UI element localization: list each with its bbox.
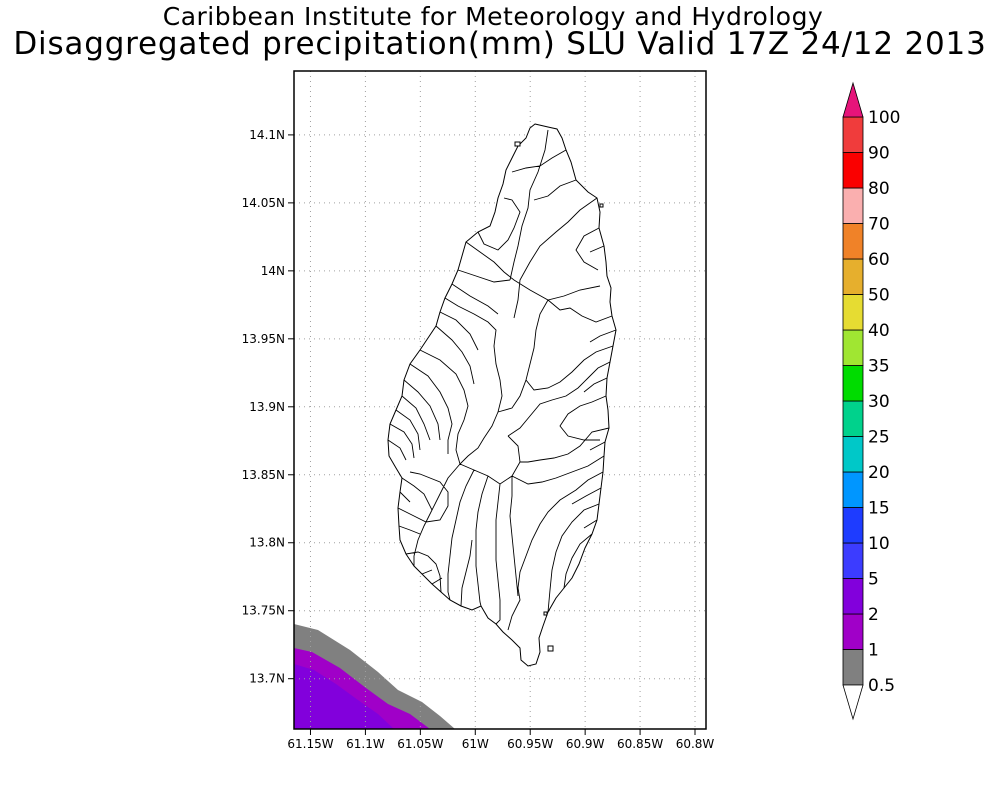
islet [543, 611, 548, 616]
colorbar-box [842, 365, 864, 402]
colorbar-label: 90 [868, 144, 890, 164]
islet [514, 141, 521, 147]
colorbar-label: 40 [868, 321, 890, 341]
colorbar-label: 15 [868, 499, 890, 519]
colorbar-box [842, 400, 864, 437]
colorbar-label: 70 [868, 215, 890, 235]
colorbar-over-triangle [842, 81, 864, 118]
lon-tick-label: 60.95W [507, 737, 553, 751]
colorbar-label: 100 [868, 108, 900, 128]
lat-tick-label: 13.8N [249, 536, 285, 550]
lat-tick-label: 13.95N [242, 332, 285, 346]
lat-tick-label: 13.7N [249, 672, 285, 686]
colorbar-label: 0.5 [868, 676, 895, 696]
islet [599, 203, 604, 208]
colorbar-label: 20 [868, 463, 890, 483]
colorbar-label: 30 [868, 392, 890, 412]
lon-tick-label: 61.05W [397, 737, 443, 751]
colorbar-label: 10 [868, 534, 890, 554]
colorbar-label: 80 [868, 179, 890, 199]
title-institute: Caribbean Institute for Meteorology and … [162, 2, 824, 31]
map-frame [293, 70, 707, 730]
colorbar-box [842, 294, 864, 331]
colorbar-label: 5 [868, 570, 879, 590]
colorbar-box [842, 152, 864, 189]
islet [547, 645, 554, 652]
colorbar-label: 25 [868, 428, 890, 448]
colorbar-box [842, 187, 864, 224]
longitude-axis: 61.15W 61.1W 61.05W 61W 60.95W 60.9W 60.85W 60.… [287, 729, 714, 751]
lat-tick-label: 13.9N [249, 400, 285, 414]
lon-tick-label: 61.1W [346, 737, 385, 751]
colorbar-box [842, 329, 864, 366]
colorbar-label: 2 [868, 605, 879, 625]
colorbar-label: 60 [868, 250, 890, 270]
colorbar-label: 50 [868, 286, 890, 306]
title-product: Disaggregated precipitation(mm) SLU Vali… [13, 26, 987, 62]
lat-tick-label: 13.75N [242, 604, 285, 618]
colorbar-box [842, 578, 864, 615]
colorbar-box [842, 542, 864, 579]
lat-tick-label: 13.85N [242, 468, 285, 482]
lon-tick-label: 61W [462, 737, 489, 751]
colorbar-box [842, 507, 864, 544]
colorbar-box [842, 116, 864, 153]
lon-tick-label: 60.85W [617, 737, 663, 751]
colorbar-label: 35 [868, 357, 890, 377]
latitude-axis: 14.1N 14.05N 14N 13.95N 13.9N 13.85N 13.8N 13.7… [242, 128, 294, 686]
lat-tick-label: 14.1N [249, 128, 285, 142]
watershed-boundaries [387, 129, 617, 631]
colorbar-box [842, 471, 864, 508]
lon-tick-label: 60.9W [566, 737, 605, 751]
island-saint-lucia [387, 123, 617, 667]
lat-tick-label: 14N [261, 264, 285, 278]
colorbar-box [842, 613, 864, 650]
colorbar-box [842, 649, 864, 686]
lon-tick-label: 60.8W [676, 737, 715, 751]
colorbar-box [842, 223, 864, 260]
colorbar-under-triangle [842, 684, 864, 721]
lon-tick-label: 61.15W [287, 737, 333, 751]
colorbar-box [842, 258, 864, 295]
lat-tick-label: 14.05N [242, 196, 285, 210]
colorbar-box [842, 436, 864, 473]
precip-field [294, 624, 455, 729]
precip-band-2-5 [294, 664, 394, 729]
colorbar-label: 1 [868, 641, 879, 661]
